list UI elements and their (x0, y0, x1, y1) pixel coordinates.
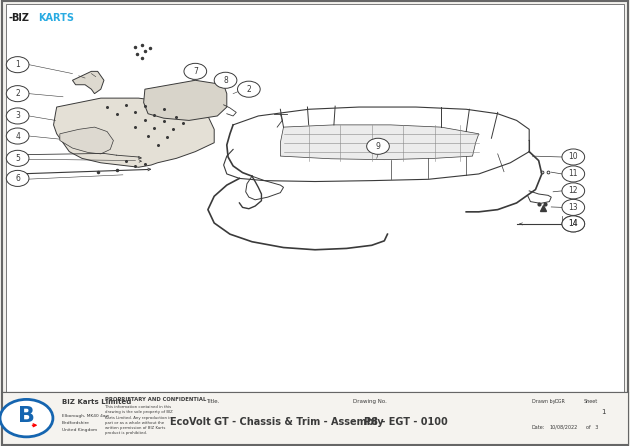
Polygon shape (72, 71, 104, 94)
Text: 9: 9 (375, 142, 381, 151)
Circle shape (562, 216, 585, 232)
Circle shape (6, 170, 29, 186)
Text: 7: 7 (193, 67, 198, 76)
Text: Date:: Date: (532, 425, 545, 430)
FancyBboxPatch shape (2, 392, 628, 444)
Text: BIZ Karts Limited: BIZ Karts Limited (62, 399, 131, 405)
Text: B: B (18, 406, 35, 426)
Polygon shape (54, 98, 214, 167)
Circle shape (6, 108, 29, 124)
Text: 11: 11 (568, 169, 578, 178)
Text: 2: 2 (15, 89, 20, 98)
Text: Drawing No.: Drawing No. (353, 399, 387, 404)
Text: 6: 6 (15, 174, 20, 183)
Text: KARTS: KARTS (38, 13, 74, 23)
Circle shape (562, 149, 585, 165)
Circle shape (6, 150, 29, 166)
Text: 10/08/2022: 10/08/2022 (549, 425, 578, 430)
Text: Title.: Title. (206, 399, 219, 404)
Circle shape (562, 199, 585, 215)
Circle shape (6, 128, 29, 144)
Text: PROPRIETARY AND CONFIDENTIAL: PROPRIETARY AND CONFIDENTIAL (105, 397, 207, 402)
FancyBboxPatch shape (6, 4, 624, 393)
Polygon shape (60, 127, 113, 154)
Text: P8 - EGT - 0100: P8 - EGT - 0100 (364, 417, 447, 427)
Text: 14: 14 (568, 219, 578, 228)
Circle shape (562, 216, 585, 232)
Polygon shape (280, 125, 479, 160)
Circle shape (214, 72, 237, 88)
Text: 3: 3 (15, 112, 20, 120)
Circle shape (6, 57, 29, 73)
Text: DGR: DGR (554, 399, 565, 404)
Circle shape (184, 63, 207, 79)
Text: EcoVolt GT - Chassis & Trim - Assembly: EcoVolt GT - Chassis & Trim - Assembly (170, 417, 384, 427)
Text: 10: 10 (568, 153, 578, 161)
Text: 2: 2 (246, 85, 251, 94)
Text: 12: 12 (568, 186, 578, 195)
Text: United Kingdom: United Kingdom (62, 429, 97, 433)
Text: 1: 1 (15, 60, 20, 69)
Circle shape (562, 166, 585, 182)
Text: 1: 1 (601, 409, 606, 415)
Text: 4: 4 (15, 132, 20, 140)
Polygon shape (144, 80, 227, 120)
Text: This information contained in this
drawing is the sole property of BIZ
Karts Lim: This information contained in this drawi… (105, 405, 173, 435)
Circle shape (6, 86, 29, 102)
Text: 8: 8 (223, 76, 228, 85)
Text: BIZ: BIZ (11, 13, 30, 23)
Text: -: - (8, 13, 12, 23)
Circle shape (562, 183, 585, 199)
Text: of   3: of 3 (586, 425, 598, 430)
Text: Elborough, MK40 4aw: Elborough, MK40 4aw (62, 413, 109, 417)
Circle shape (367, 138, 389, 154)
Text: Sheet: Sheet (583, 399, 598, 404)
Circle shape (0, 400, 53, 437)
Text: 5: 5 (15, 154, 20, 163)
Text: Drawn by: Drawn by (532, 399, 555, 404)
Text: 14: 14 (568, 219, 578, 228)
Text: 13: 13 (568, 203, 578, 212)
Text: Bedfordshire: Bedfordshire (62, 421, 89, 425)
Circle shape (238, 81, 260, 97)
